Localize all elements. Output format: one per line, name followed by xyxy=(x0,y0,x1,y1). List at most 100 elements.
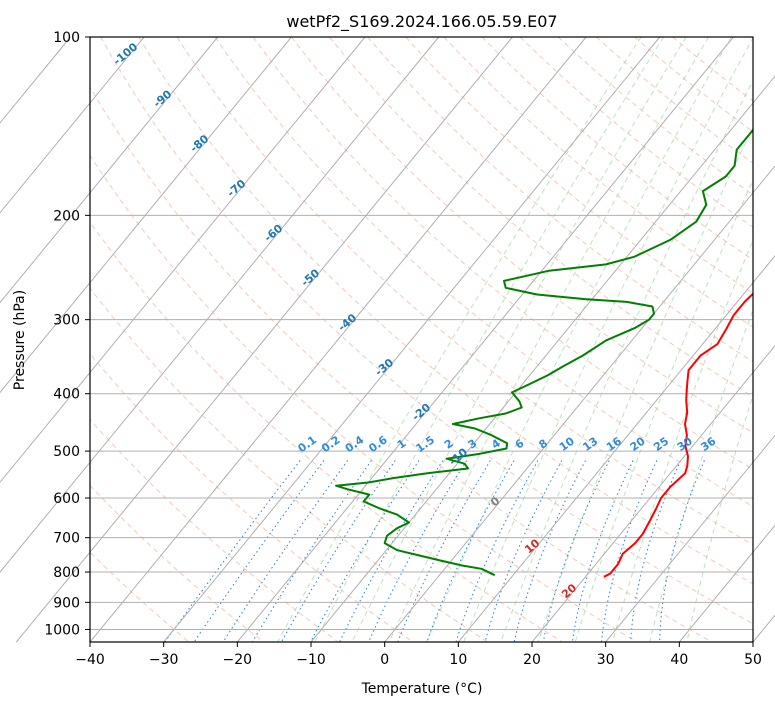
moist-adiabat xyxy=(388,37,709,642)
dry-adiabat-label: -30 xyxy=(373,356,397,379)
x-tick-label: 20 xyxy=(523,652,541,668)
dry-adiabat-label: -80 xyxy=(188,132,212,155)
mixing-ratio-line xyxy=(542,460,610,642)
mixing-ratio-line xyxy=(484,460,563,642)
data-series xyxy=(335,128,753,578)
mixing-ratio-label: 2 xyxy=(442,437,456,452)
chart-title: wetPf2_S169.2024.166.05.59.E07 xyxy=(286,12,557,32)
mixing-ratio-line xyxy=(310,460,420,642)
dry-adiabat xyxy=(443,37,753,294)
dry-adiabat xyxy=(90,418,339,642)
plot-frame xyxy=(89,36,754,643)
y-tick-label: 300 xyxy=(53,313,80,329)
isotherm xyxy=(384,165,775,643)
mixing-ratio-line xyxy=(571,460,634,642)
dry-adiabat-label: -100 xyxy=(111,40,141,68)
mixing-ratio-line xyxy=(164,460,301,642)
profile-line xyxy=(603,292,753,578)
x-tick-label: 10 xyxy=(449,652,467,668)
x-tick-label: −40 xyxy=(75,652,105,668)
moist-adiabat xyxy=(351,37,687,642)
mixing-ratio-line xyxy=(630,460,682,642)
moist-adiabat xyxy=(425,37,732,642)
x-tick-label: 50 xyxy=(744,652,762,668)
y-tick-label: 200 xyxy=(53,208,80,224)
mixing-ratio-label: 0.2 xyxy=(319,433,342,455)
x-tick-label: −20 xyxy=(223,652,253,668)
x-axis-ticks: −40 −30 −20 −10 0 10 20 30 40 50 xyxy=(75,642,762,668)
y-tick-label: 500 xyxy=(53,444,80,460)
isotherm xyxy=(752,614,775,643)
dry-adiabat xyxy=(90,221,563,642)
dry-adiabat-label: 10 xyxy=(522,536,542,556)
moist-adiabat xyxy=(314,37,664,642)
y-tick-label: 1000 xyxy=(44,622,80,638)
dry-adiabat xyxy=(176,37,753,546)
dry-adiabat xyxy=(214,37,753,508)
grid xyxy=(0,36,775,643)
mixing-ratio-line xyxy=(368,460,468,642)
x-tick-label: 0 xyxy=(380,652,389,668)
mixing-ratio-line xyxy=(222,460,349,642)
y-axis-label: Pressure (hPa) xyxy=(12,290,28,390)
background-lines xyxy=(90,37,753,642)
isotherm xyxy=(0,36,366,484)
dry-adiabat-label: 0 xyxy=(488,494,502,509)
dry-adiabat-label: -60 xyxy=(262,222,286,245)
mixing-ratio-label: 0.6 xyxy=(366,433,390,455)
dry-adiabat xyxy=(138,37,753,585)
moist-adiabat xyxy=(500,79,753,642)
moist-adiabat xyxy=(574,179,753,642)
isotherm xyxy=(0,36,219,304)
isotherm xyxy=(0,36,145,214)
isotherm xyxy=(531,344,775,643)
isotherm xyxy=(0,36,292,394)
mixing-ratio-line xyxy=(659,460,705,642)
y-axis-ticks: 100 200 300 400 500 600 700 800 900 1000 xyxy=(44,30,90,638)
x-axis-label: Temperature (°C) xyxy=(361,681,483,697)
dry-adiabat xyxy=(329,37,753,398)
dry-adiabat xyxy=(557,37,753,196)
y-tick-label: 700 xyxy=(53,531,80,547)
isotherm xyxy=(457,255,775,643)
isotherm xyxy=(89,36,587,643)
dry-adiabat xyxy=(90,287,488,642)
mixing-ratio-label: 8 xyxy=(536,437,550,452)
isotherm xyxy=(163,36,661,643)
mixing-ratio-label: 1.5 xyxy=(414,433,437,455)
x-tick-label: 30 xyxy=(597,652,615,668)
moist-adiabat xyxy=(612,238,753,642)
moist-adiabat xyxy=(537,126,753,642)
mixing-ratio-label: 1 xyxy=(395,437,409,452)
y-tick-label: 800 xyxy=(53,565,80,581)
dry-adiabat-label: -50 xyxy=(299,266,323,289)
mixing-ratio-line xyxy=(601,460,658,642)
y-tick-label: 100 xyxy=(53,30,80,46)
profile-line xyxy=(335,128,753,577)
dry-adiabat-label: -90 xyxy=(151,87,175,110)
mixing-ratio-label: 0.1 xyxy=(296,433,319,455)
mixing-ratio-line xyxy=(455,460,539,642)
y-tick-label: 600 xyxy=(53,491,80,507)
dry-adiabat xyxy=(367,37,753,363)
moist-adiabat xyxy=(686,393,753,642)
isotherm xyxy=(236,36,734,643)
dry-adiabat-label: 20 xyxy=(559,581,579,601)
dry-adiabat xyxy=(90,154,638,642)
dry-adiabat xyxy=(291,37,753,434)
x-tick-label: 40 xyxy=(670,652,688,668)
isotherm xyxy=(678,524,775,643)
mixing-ratio-line xyxy=(280,460,396,642)
x-tick-label: −10 xyxy=(296,652,326,668)
isotherm xyxy=(15,36,513,643)
moist-adiabat xyxy=(649,308,753,642)
mixing-ratio-line xyxy=(193,460,325,642)
y-tick-label: 900 xyxy=(53,595,80,611)
dry-adiabat xyxy=(90,551,190,642)
x-tick-label: −30 xyxy=(149,652,179,668)
dry-adiabat xyxy=(672,37,753,102)
dry-adiabat-label: -70 xyxy=(225,177,249,200)
dry-adiabat-label: -40 xyxy=(336,311,360,334)
dry-adiabat xyxy=(90,86,712,642)
